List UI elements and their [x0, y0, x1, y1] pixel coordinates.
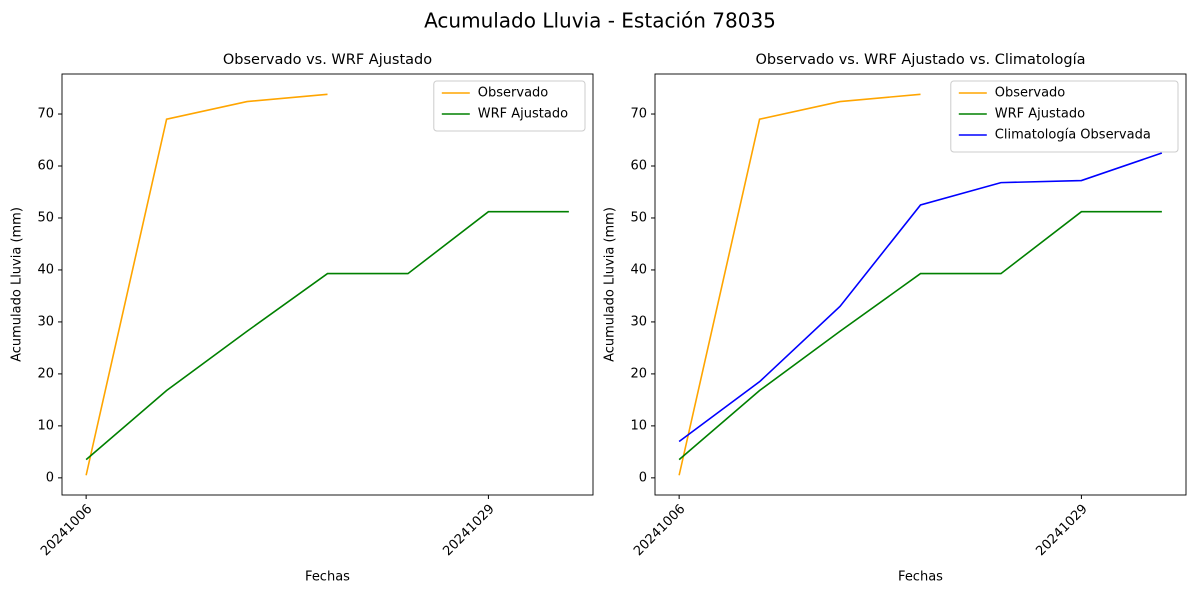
legend-box: [950, 80, 1179, 153]
x-axis-label: Fechas: [898, 570, 943, 585]
legend-label: Climatología Observada: [995, 128, 1151, 143]
legend-label: Observado: [478, 86, 549, 101]
y-axis-label: Acumulado Lluvia (mm): [603, 207, 618, 362]
series-line: [85, 210, 569, 461]
y-tick-label: 30: [630, 314, 647, 329]
y-tick-label: 60: [37, 158, 54, 173]
series-line: [678, 152, 1163, 443]
y-tick-label: 0: [46, 470, 54, 485]
x-tick-label: 20241006: [38, 502, 95, 559]
series-line: [678, 93, 921, 476]
y-tick-label: 70: [37, 107, 54, 122]
legend-label: Observado: [995, 86, 1066, 101]
y-tick-label: 70: [630, 107, 647, 122]
y-tick-label: 0: [639, 470, 647, 485]
series-line: [85, 93, 328, 476]
legend-box: [433, 80, 586, 132]
legend-label: WRF Ajustado: [995, 107, 1085, 122]
legend-label: WRF Ajustado: [478, 107, 568, 122]
x-tick-label: 20241006: [631, 502, 688, 559]
y-tick-label: 40: [37, 262, 54, 277]
series-line: [678, 210, 1162, 461]
y-tick-label: 30: [37, 314, 54, 329]
y-tick-label: 50: [630, 210, 647, 225]
figure-title: Acumulado Lluvia - Estación 78035: [424, 9, 776, 33]
axes-frame: [654, 73, 1187, 496]
y-tick-label: 20: [37, 366, 54, 381]
x-tick-label: 20241029: [1033, 502, 1090, 559]
axes-title: Observado vs. WRF Ajustado vs. Climatolo…: [756, 52, 1086, 68]
x-tick-label: 20241029: [440, 502, 497, 559]
y-tick-label: 10: [37, 418, 54, 433]
y-tick-label: 20: [630, 366, 647, 381]
y-tick-label: 50: [37, 210, 54, 225]
axes-frame: [61, 73, 594, 496]
y-tick-label: 10: [630, 418, 647, 433]
axes-title: Observado vs. WRF Ajustado: [223, 52, 432, 68]
y-tick-label: 60: [630, 158, 647, 173]
x-axis-label: Fechas: [305, 570, 350, 585]
y-axis-label: Acumulado Lluvia (mm): [10, 207, 25, 362]
y-tick-label: 40: [630, 262, 647, 277]
